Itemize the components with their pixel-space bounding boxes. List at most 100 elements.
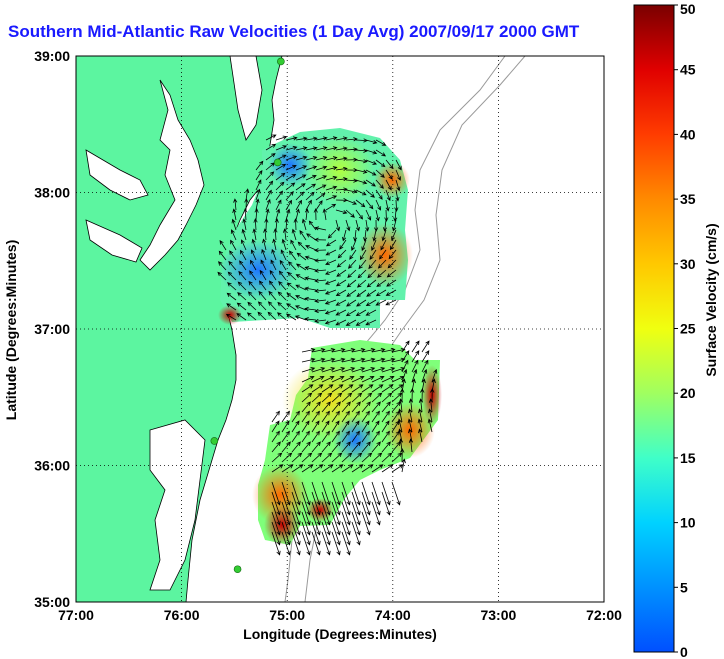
velocity-arrow [315,146,328,151]
velocity-arrow [321,392,333,403]
velocity-arrow [351,367,366,373]
velocity-arrow [428,398,434,413]
velocity-arrow [267,311,277,321]
velocity-arrow [331,441,341,453]
velocity-arrow [267,301,277,311]
velocity-arrow [335,319,347,326]
velocity-arrow [230,229,237,241]
velocity-arrow [377,269,387,278]
velocity-arrow [271,248,277,261]
velocity-arrow [294,315,307,321]
velocity-arrow [347,269,357,278]
colorbar-tick-label: 10 [680,515,696,531]
velocity-arrow [361,410,370,423]
velocity-arrow [417,418,423,433]
velocity-arrow [217,271,227,281]
velocity-arrow [236,302,247,311]
velocity-arrow [255,198,260,211]
velocity-arrow [314,237,327,242]
velocity-arrow [380,239,387,251]
velocity-arrow [335,136,348,141]
velocity-arrow [321,501,331,526]
velocity-arrow [243,208,248,221]
velocity-arrow [291,511,301,536]
velocity-arrow [361,441,371,453]
velocity-arrow [336,259,347,268]
velocity-arrow [371,452,383,463]
velocity-arrow [311,392,323,403]
velocity-arrow [341,357,356,363]
velocity-arrow [324,289,337,295]
velocity-arrow [301,376,315,383]
velocity-arrow [321,521,331,546]
velocity-arrow [279,259,287,271]
velocity-arrow [341,531,351,556]
velocity-arrow [265,134,277,141]
velocity-arrow [301,521,311,546]
velocity-arrow [311,491,321,516]
velocity-arrow [408,398,414,413]
velocity-arrow [273,228,278,241]
velocity-arrow [314,226,327,231]
velocity-arrow [351,481,361,506]
velocity-arrow [331,392,343,403]
colorbar-tick-label: 25 [680,321,696,337]
velocity-arrow [305,165,318,171]
radar-stations [210,57,285,574]
velocity-arrow [356,299,367,307]
velocity-arrow [395,179,401,192]
velocity-arrow [385,179,392,191]
velocity-arrow [321,347,336,353]
velocity-arrow [339,239,347,250]
velocity-arrow [301,491,311,516]
velocity-arrow [386,269,397,278]
velocity-arrow [331,347,346,353]
velocity-arrow [271,441,281,453]
velocity-arrow [375,149,387,157]
velocity-arrow [271,410,280,423]
velocity-arrow [304,276,317,281]
velocity-arrow [341,367,356,373]
velocity-arrow [351,501,361,526]
velocity-arrow [371,367,386,373]
velocity-arrow [355,309,367,317]
velocity-arrow [321,384,334,393]
velocity-arrow [371,384,384,393]
velocity-arrow [228,260,237,271]
velocity-arrow [281,481,291,506]
velocity-arrow [321,481,331,506]
velocity-arrow [308,220,317,231]
velocity-arrow [301,420,310,433]
velocity-arrow [230,239,237,251]
velocity-arrow [356,289,367,298]
velocity-arrow [361,420,370,433]
velocity-arrow [265,143,277,151]
velocity-arrow [341,452,353,463]
velocity-arrow [386,279,397,287]
velocity-arrow [375,199,382,211]
velocity-arrow [253,218,258,231]
velocity-arrow [233,198,238,211]
velocity-arrow [304,317,317,322]
velocity-arrow [301,501,311,526]
velocity-arrow [355,179,368,185]
velocity-arrow [361,452,373,463]
velocity-arrow [335,309,347,316]
velocity-arrow [301,392,313,403]
velocity-arrow [391,452,403,463]
chesapeake-tributary [85,219,143,263]
velocity-arrow [371,430,380,443]
velocity-arrow [351,410,360,423]
velocity-arrow [324,309,337,315]
velocity-arrow [259,269,267,281]
velocity-arrow [291,521,301,546]
velocity-arrow [250,259,257,271]
velocity-arrow [301,347,316,353]
velocity-arrow [245,188,250,201]
velocity-arrow [381,430,390,443]
velocity-arrow [411,350,420,363]
velocity-arrow [321,441,331,453]
velocity-arrow [375,159,386,168]
velocity-arrow [296,252,307,261]
chart-title: Southern Mid-Atlantic Raw Velocities (1 … [8,22,580,41]
